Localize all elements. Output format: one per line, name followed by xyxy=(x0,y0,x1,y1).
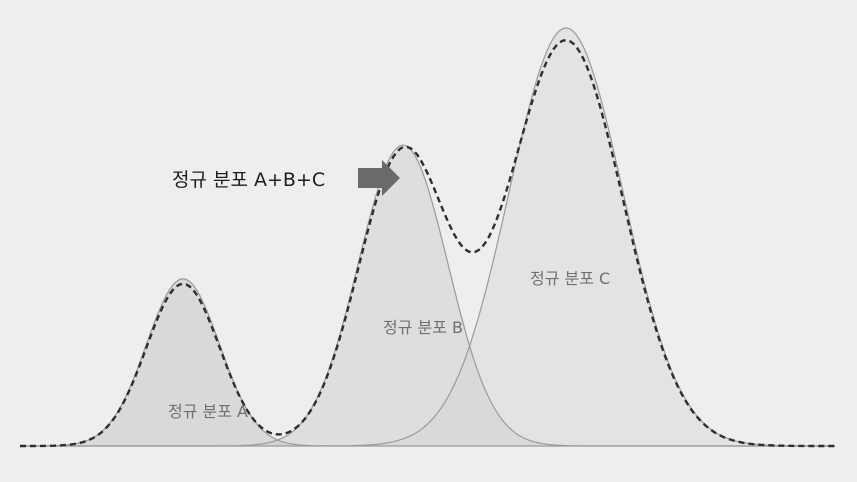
arrow-right-icon xyxy=(358,160,400,196)
sum-label: 정규 분포 A+B+C xyxy=(172,169,325,191)
curve-a-outline xyxy=(20,278,835,447)
curve-c-fill xyxy=(20,28,835,446)
sum-dashed-curve xyxy=(20,38,835,448)
curve-b-fill xyxy=(20,145,835,446)
curve-c-label: 정규 분포 C xyxy=(530,269,610,288)
curve-b-label: 정규 분포 B xyxy=(383,318,463,337)
curve-a-fill xyxy=(20,278,835,446)
curve-a-label: 정규 분포 A xyxy=(168,402,248,421)
